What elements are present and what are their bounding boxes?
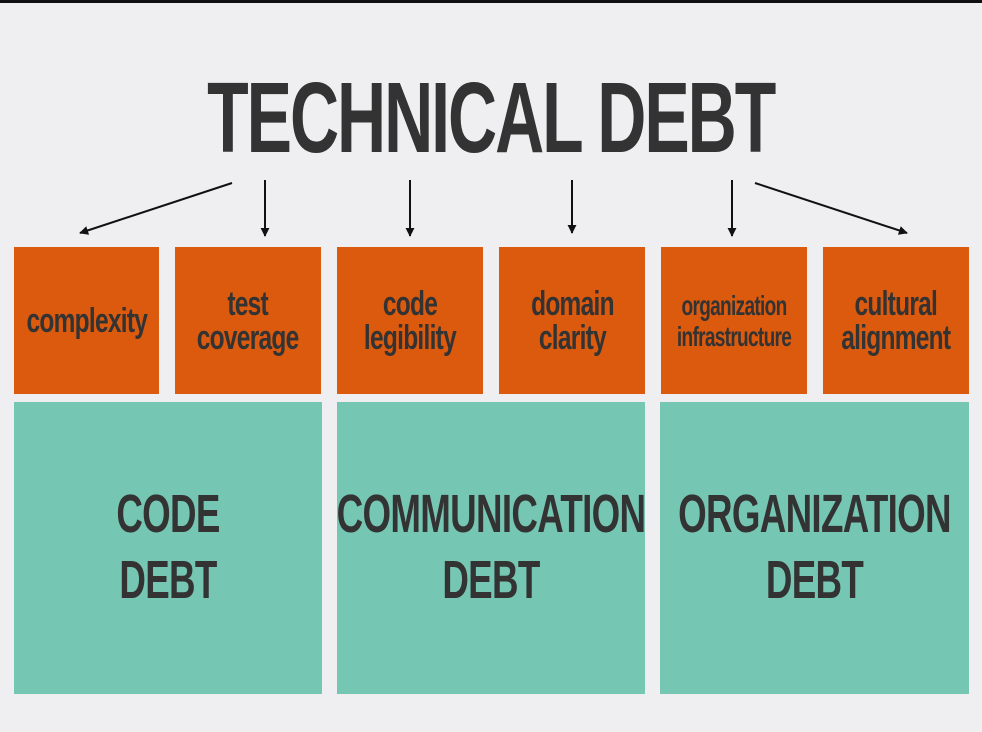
factor-label: organization infrastructure bbox=[676, 289, 792, 352]
factor-code-legibility: code legibility bbox=[337, 247, 483, 394]
arrow-to-complexity bbox=[79, 182, 233, 235]
factor-label: domain clarity bbox=[530, 284, 614, 357]
category-label: ORGANIZATION DEBT bbox=[678, 484, 951, 610]
factor-organization-infrastructure: organization infrastructure bbox=[661, 247, 807, 394]
category-label: COMMUNICATION DEBT bbox=[336, 484, 646, 610]
factor-label: test coverage bbox=[197, 284, 299, 357]
factor-label: complexity bbox=[26, 301, 147, 340]
top-border bbox=[0, 0, 982, 3]
factor-label: cultural alignment bbox=[841, 284, 951, 357]
category-code-debt: CODE DEBT bbox=[14, 402, 322, 694]
factor-test-coverage: test coverage bbox=[175, 247, 321, 394]
arrow-to-cultural-alignment bbox=[754, 182, 908, 235]
factor-label: code legibility bbox=[363, 284, 457, 357]
category-label: CODE DEBT bbox=[116, 484, 220, 610]
category-communication-debt: COMMUNICATION DEBT bbox=[336, 402, 646, 694]
factor-cultural-alignment: cultural alignment bbox=[823, 247, 969, 394]
factor-complexity: complexity bbox=[14, 247, 159, 394]
diagram-title: TECHNICAL DEBT bbox=[207, 62, 776, 174]
factor-domain-clarity: domain clarity bbox=[499, 247, 645, 394]
category-organization-debt: ORGANIZATION DEBT bbox=[660, 402, 969, 694]
